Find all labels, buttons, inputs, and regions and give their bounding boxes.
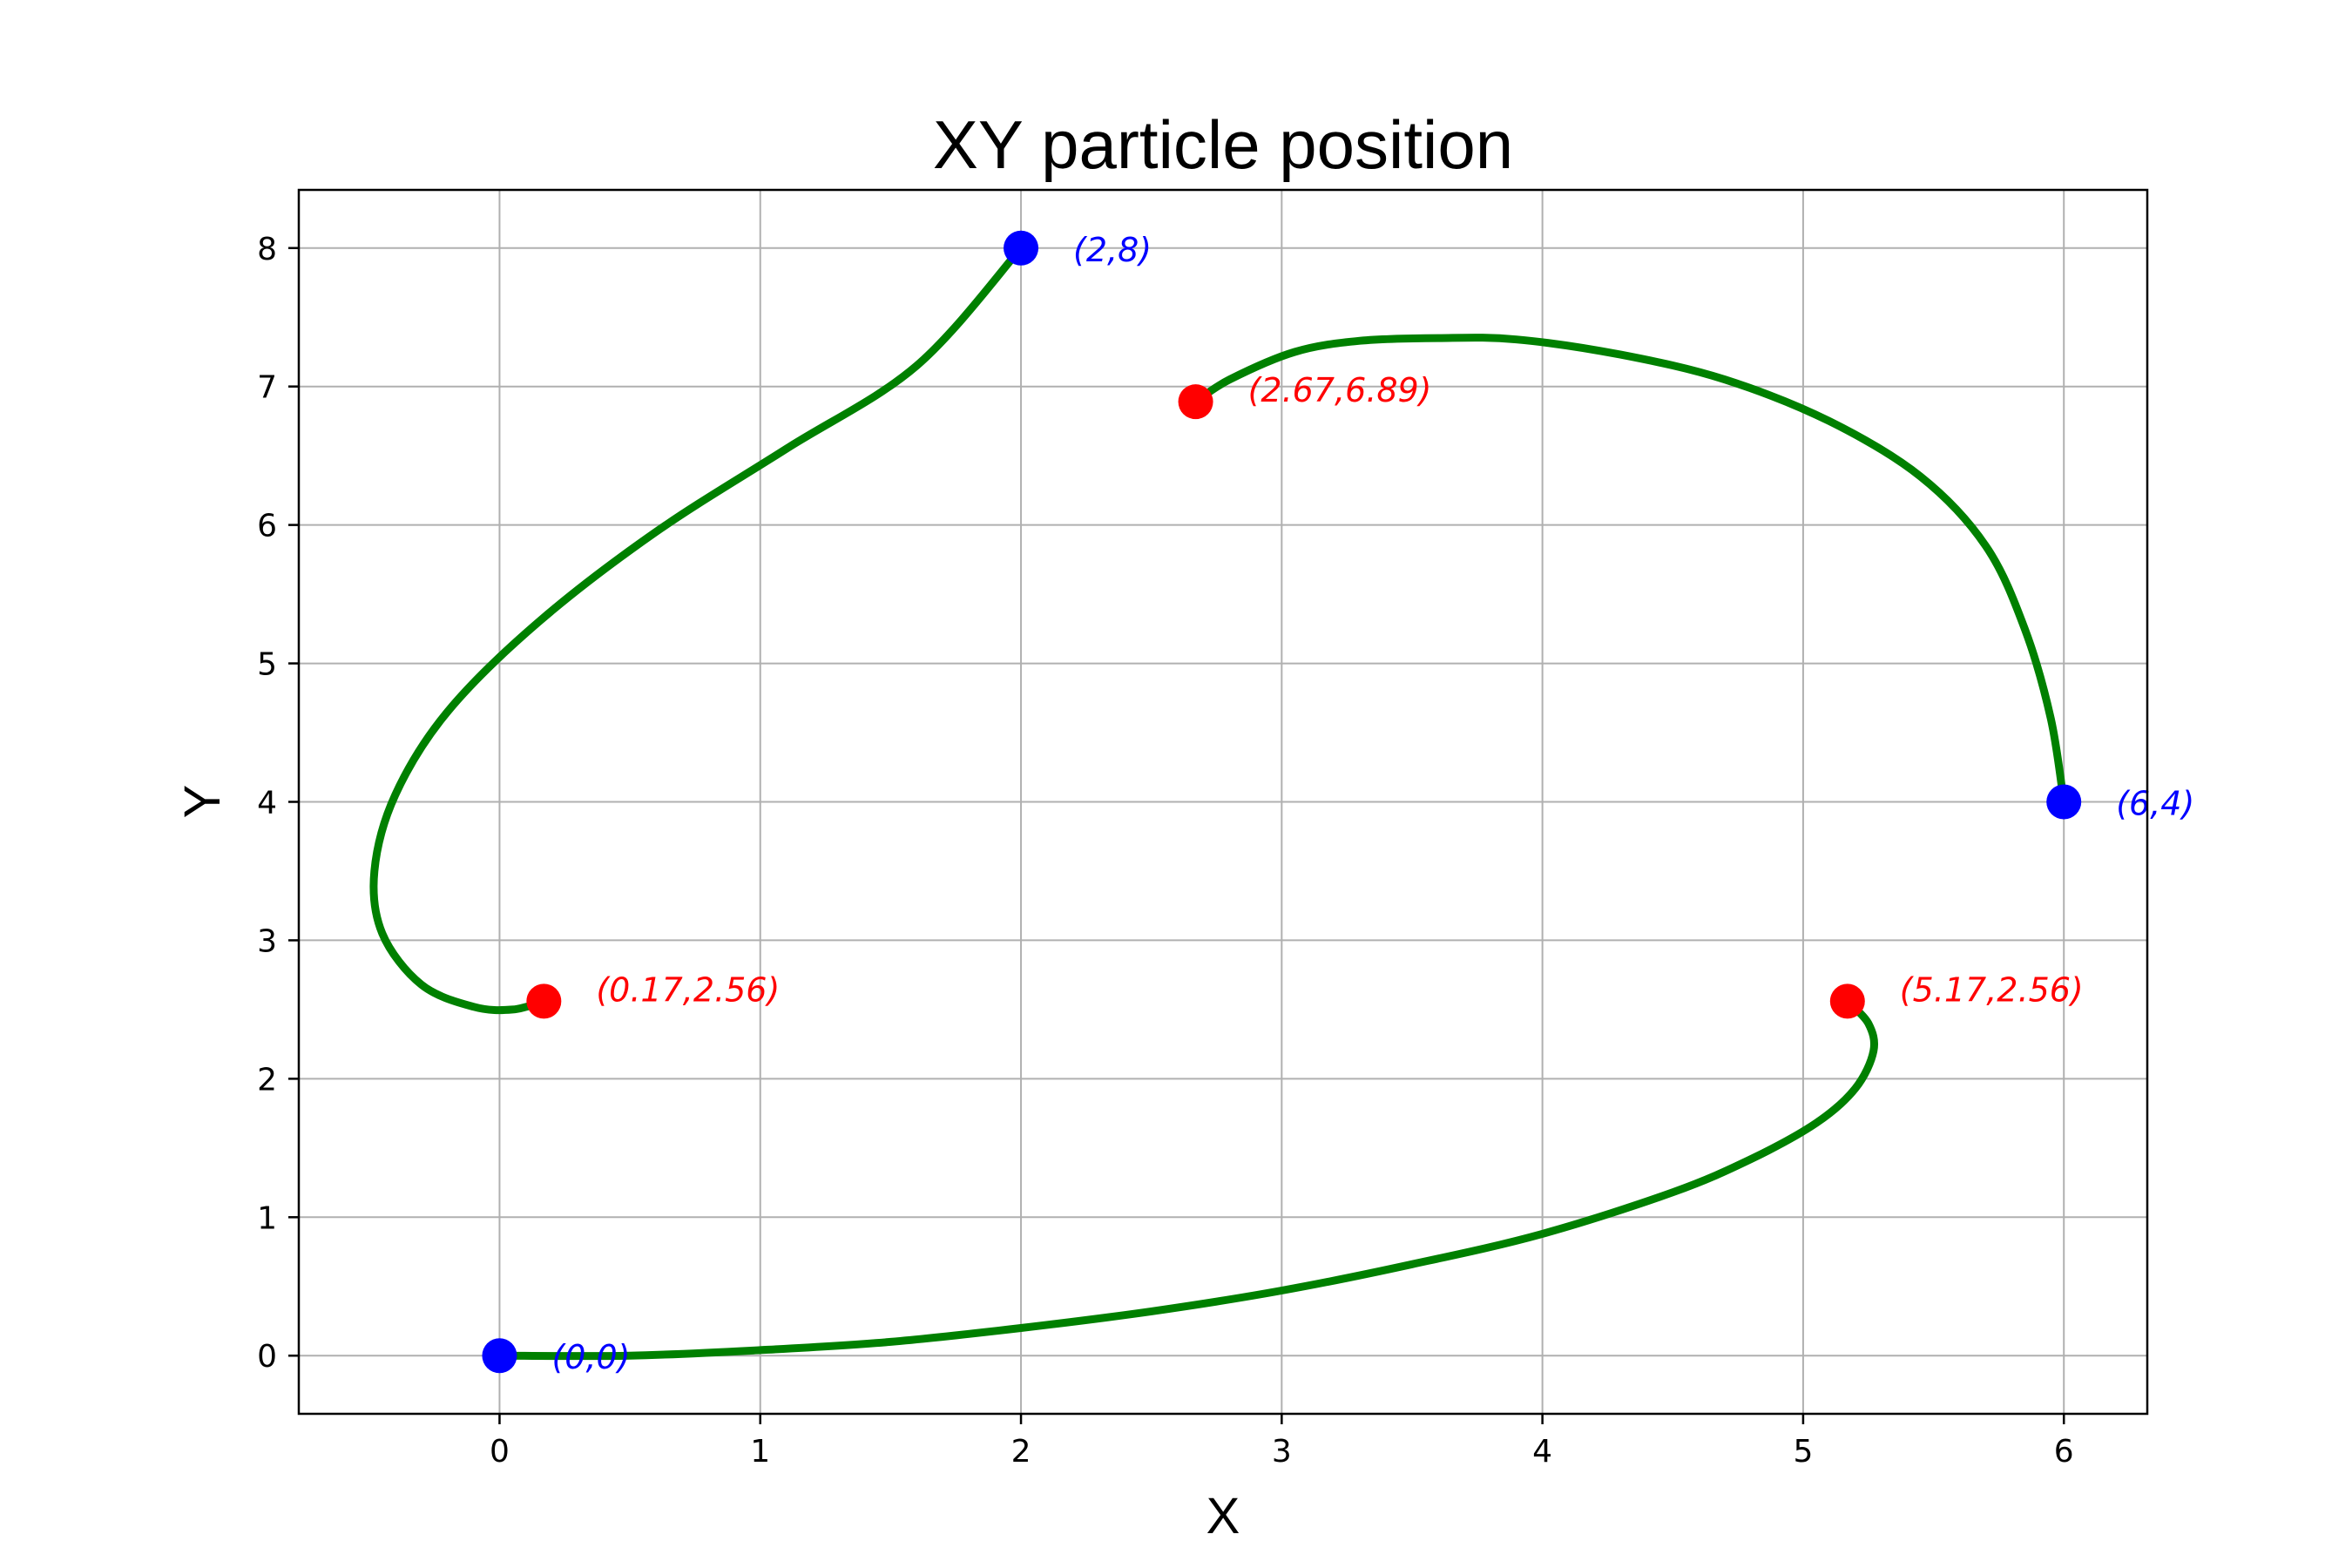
waypoint-marker — [482, 1338, 517, 1374]
waypoint-marker — [2046, 784, 2082, 820]
grid-lines — [299, 190, 2147, 1414]
waypoint-label: (0,0) — [551, 1338, 630, 1376]
x-axis-label: X — [1206, 1488, 1240, 1544]
extremum-marker — [1829, 983, 1865, 1019]
point-labels: (0,0) (2,8) (6,4) (0.17,2.56) (5.17,2.56) (2.… — [551, 231, 2194, 1376]
y-tick-label: 4 — [257, 786, 277, 821]
markers — [482, 230, 2082, 1374]
y-tick-label: 6 — [257, 509, 277, 544]
y-tick-label: 5 — [257, 647, 277, 683]
x-tick-label: 3 — [1272, 1434, 1292, 1470]
y-axis-label: Y — [174, 785, 231, 819]
y-tick-label: 1 — [257, 1200, 277, 1236]
x-tick-label: 1 — [750, 1434, 770, 1470]
y-tick-label: 8 — [257, 232, 277, 267]
trajectory-curve — [1192, 334, 2068, 806]
y-tick-label: 3 — [257, 923, 277, 959]
extremum-label: (5.17,2.56) — [1900, 970, 2084, 1009]
waypoint-marker — [1004, 230, 1039, 266]
waypoint-label: (2,8) — [1073, 231, 1152, 269]
y-tick-label: 0 — [257, 1339, 277, 1375]
x-tick-label: 0 — [490, 1434, 510, 1470]
x-tick-label: 2 — [1011, 1434, 1031, 1470]
trajectory — [369, 244, 2068, 1361]
y-tick-label: 2 — [257, 1062, 277, 1098]
extremum-marker — [1178, 384, 1213, 420]
extremum-marker — [526, 983, 562, 1019]
trajectory-curve — [369, 244, 1025, 1015]
y-tick-label: 7 — [257, 370, 277, 406]
axis-ticks: 0 1 2 3 4 5 6 0 1 2 3 4 5 6 7 8 — [257, 232, 2074, 1470]
extremum-label: (2.67,6.89) — [1248, 371, 1432, 409]
x-tick-label: 6 — [2054, 1434, 2074, 1470]
trajectory-curve — [496, 997, 1879, 1361]
chart-title: XY particle position — [933, 106, 1513, 183]
x-tick-label: 4 — [1532, 1434, 1552, 1470]
extremum-label: (0.17,2.56) — [596, 970, 780, 1009]
waypoint-label: (6,4) — [2116, 785, 2194, 823]
x-tick-label: 5 — [1793, 1434, 1813, 1470]
